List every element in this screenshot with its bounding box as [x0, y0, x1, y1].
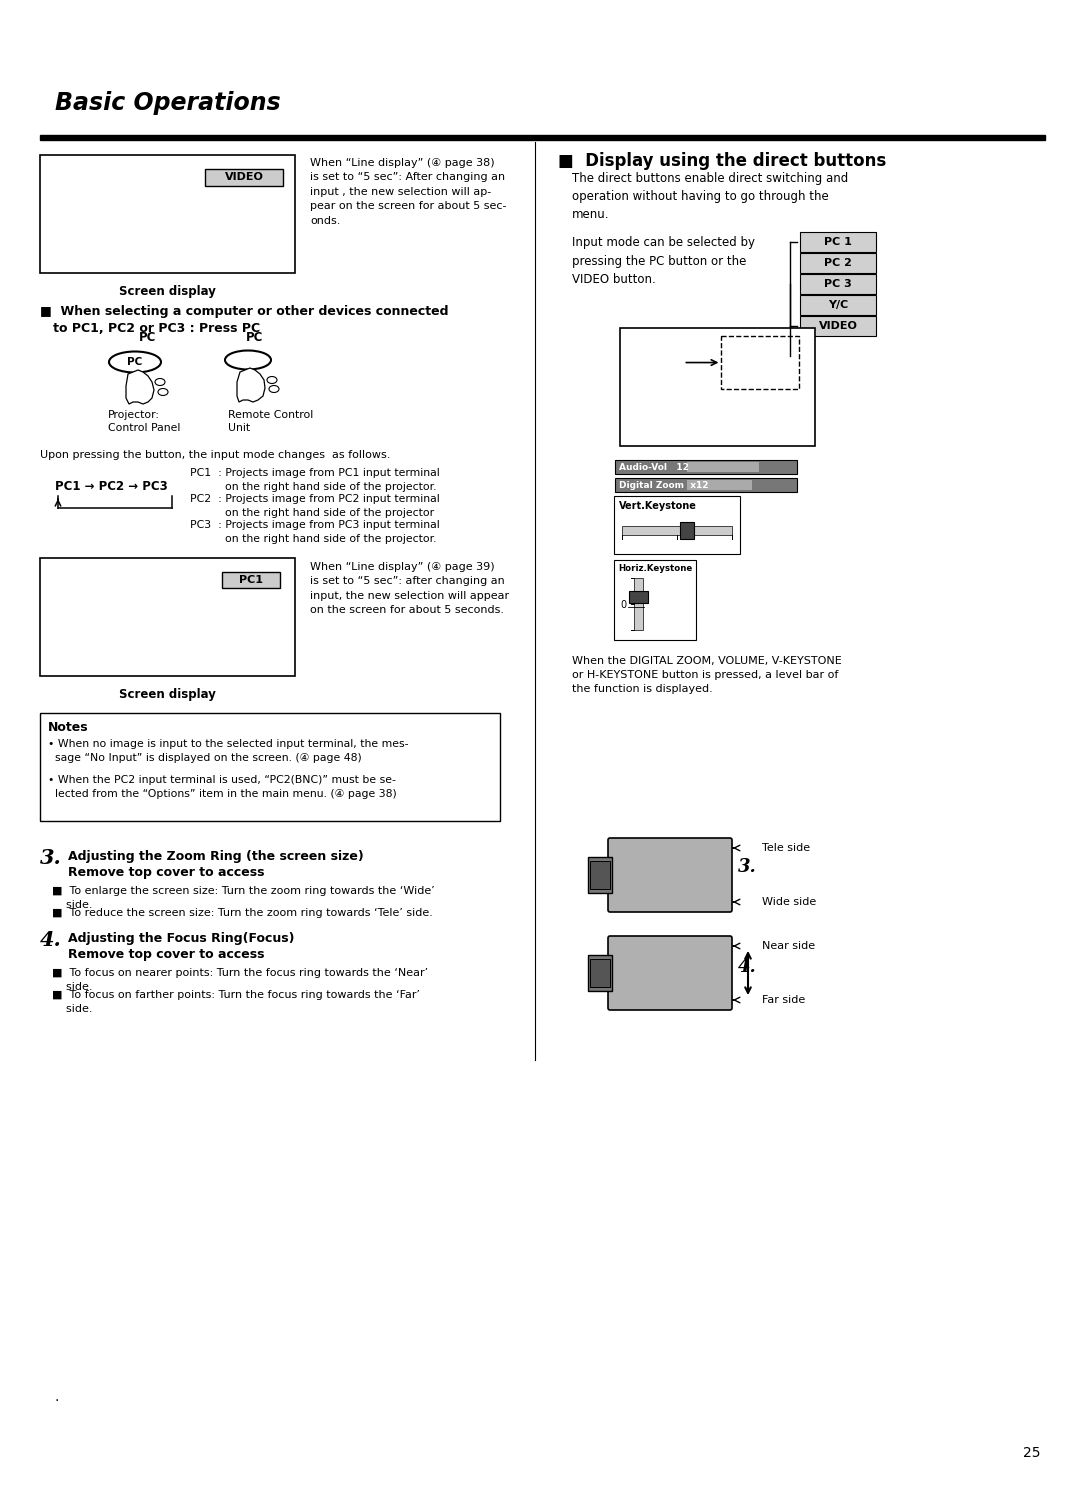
Text: Vert.Keystone: Vert.Keystone: [619, 500, 697, 511]
Text: 3.: 3.: [738, 858, 757, 876]
Bar: [615, 496, 740, 554]
Text: ■  When selecting a computer or other devices connected: ■ When selecting a computer or other dev…: [40, 304, 448, 318]
Text: Projector:
Control Panel: Projector: Control Panel: [108, 410, 180, 434]
Text: PC1: PC1: [239, 575, 264, 585]
Text: Basic Operations: Basic Operations: [55, 91, 281, 114]
Text: • When no image is input to the selected input terminal, the mes-
  sage “No Inp: • When no image is input to the selected…: [48, 740, 408, 763]
Text: Input mode can be selected by
pressing the PC button or the
VIDEO button.: Input mode can be selected by pressing t…: [572, 236, 755, 287]
Text: Audio-Vol   12: Audio-Vol 12: [619, 462, 689, 472]
Text: Digital Zoom  x12: Digital Zoom x12: [619, 481, 708, 490]
Bar: [588, 955, 612, 990]
Bar: [615, 560, 696, 640]
Text: VIDEO: VIDEO: [225, 172, 264, 183]
Text: PC: PC: [127, 356, 143, 367]
Bar: [615, 460, 797, 474]
Bar: [629, 591, 648, 603]
Text: Near side: Near side: [762, 941, 815, 950]
Text: PC1  : Projects image from PC1 input terminal
          on the right hand side o: PC1 : Projects image from PC1 input term…: [190, 468, 440, 492]
Bar: [800, 316, 876, 336]
Text: 4.: 4.: [738, 958, 757, 976]
Text: When the DIGITAL ZOOM, VOLUME, V-KEYSTONE
or H-KEYSTONE button is pressed, a lev: When the DIGITAL ZOOM, VOLUME, V-KEYSTON…: [572, 656, 841, 693]
Text: ■  To reduce the screen size: Turn the zoom ring towards ‘Tele’ side.: ■ To reduce the screen size: Turn the zo…: [52, 907, 433, 918]
Text: Horiz.Keystone: Horiz.Keystone: [618, 564, 692, 573]
Bar: [800, 252, 876, 273]
Text: 25: 25: [1023, 1446, 1040, 1460]
Text: PC: PC: [246, 331, 264, 345]
Bar: [40, 558, 295, 676]
Text: Remote Control
Unit: Remote Control Unit: [228, 410, 313, 434]
Text: 4.: 4.: [40, 930, 62, 950]
Text: Wide side: Wide side: [762, 897, 816, 907]
Text: Screen display: Screen display: [119, 285, 216, 298]
Bar: [622, 526, 732, 535]
Ellipse shape: [225, 350, 271, 370]
Bar: [800, 275, 876, 294]
Bar: [615, 478, 797, 492]
Text: Remove top cover to access: Remove top cover to access: [68, 947, 265, 961]
Polygon shape: [126, 370, 154, 404]
Bar: [721, 336, 799, 389]
Bar: [40, 713, 500, 821]
Bar: [40, 135, 1045, 140]
Text: When “Line display” (④ page 38)
is set to “5 sec”: After changing an
input , the: When “Line display” (④ page 38) is set t…: [310, 157, 507, 226]
Bar: [590, 861, 610, 890]
Text: VIDEO: VIDEO: [819, 321, 858, 331]
Text: ■  To focus on nearer points: Turn the focus ring towards the ‘Near’
    side.: ■ To focus on nearer points: Turn the fo…: [52, 968, 428, 992]
Ellipse shape: [156, 379, 165, 386]
Text: ■  Display using the direct buttons: ■ Display using the direct buttons: [558, 151, 887, 169]
Ellipse shape: [269, 386, 279, 392]
Text: PC 3: PC 3: [824, 279, 852, 290]
Bar: [205, 169, 283, 186]
Text: to PC1, PC2 or PC3 : Press PC: to PC1, PC2 or PC3 : Press PC: [40, 322, 260, 336]
Text: Y/C: Y/C: [828, 300, 848, 310]
Text: PC: PC: [139, 331, 157, 345]
Bar: [588, 857, 612, 892]
Bar: [687, 462, 759, 472]
Text: Adjusting the Focus Ring(Focus): Adjusting the Focus Ring(Focus): [68, 933, 295, 944]
Bar: [800, 232, 876, 252]
Text: PC2  : Projects image from PC2 input terminal
          on the right hand side o: PC2 : Projects image from PC2 input term…: [190, 495, 440, 518]
FancyBboxPatch shape: [608, 936, 732, 1010]
Bar: [800, 296, 876, 315]
Text: Far side: Far side: [762, 995, 806, 1005]
Bar: [620, 328, 815, 446]
Ellipse shape: [109, 352, 161, 373]
Text: 3.: 3.: [40, 848, 62, 869]
Text: • When the PC2 input terminal is used, “PC2(BNC)” must be se-
  lected from the : • When the PC2 input terminal is used, “…: [48, 775, 396, 799]
Bar: [40, 154, 295, 273]
Text: When “Line display” (④ page 39)
is set to “5 sec”: after changing an
input, the : When “Line display” (④ page 39) is set t…: [310, 561, 509, 615]
Polygon shape: [237, 368, 265, 402]
Bar: [590, 959, 610, 988]
Text: Notes: Notes: [48, 722, 89, 734]
Text: PC1 → PC2 → PC3: PC1 → PC2 → PC3: [55, 480, 167, 493]
Text: Remove top cover to access: Remove top cover to access: [68, 866, 265, 879]
Text: PC 1: PC 1: [824, 238, 852, 247]
Text: PC3  : Projects image from PC3 input terminal
          on the right hand side o: PC3 : Projects image from PC3 input term…: [190, 520, 440, 544]
Text: ■  To enlarge the screen size: Turn the zoom ring towards the ‘Wide’
    side.: ■ To enlarge the screen size: Turn the z…: [52, 887, 435, 910]
Bar: [687, 480, 752, 490]
Text: Adjusting the Zoom Ring (the screen size): Adjusting the Zoom Ring (the screen size…: [68, 849, 364, 863]
Bar: [222, 572, 280, 588]
Text: PC 2: PC 2: [824, 258, 852, 267]
Ellipse shape: [267, 377, 276, 383]
Text: .: .: [55, 1390, 59, 1403]
FancyBboxPatch shape: [608, 838, 732, 912]
Text: The direct buttons enable direct switching and
operation without having to go th: The direct buttons enable direct switchi…: [572, 172, 848, 221]
Bar: [634, 578, 643, 630]
Text: Tele side: Tele side: [762, 843, 810, 852]
Bar: [680, 523, 694, 539]
Text: Screen display: Screen display: [119, 688, 216, 701]
Text: Upon pressing the button, the input mode changes  as follows.: Upon pressing the button, the input mode…: [40, 450, 390, 460]
Text: ■  To focus on farther points: Turn the focus ring towards the ‘Far’
    side.: ■ To focus on farther points: Turn the f…: [52, 990, 420, 1014]
Text: 0: 0: [620, 600, 626, 610]
Ellipse shape: [158, 389, 168, 395]
